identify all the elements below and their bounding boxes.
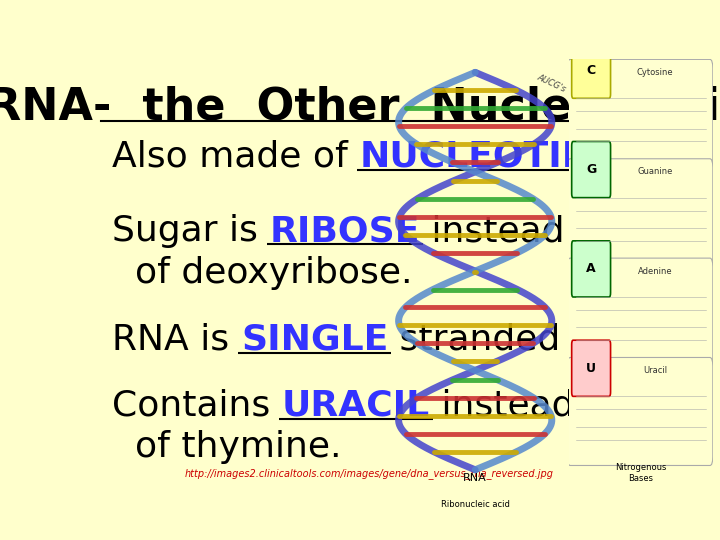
Text: Adenine: Adenine xyxy=(638,267,672,275)
FancyBboxPatch shape xyxy=(567,357,713,465)
Text: RNA is: RNA is xyxy=(112,322,241,356)
Text: Contains: Contains xyxy=(112,389,282,423)
Text: A: A xyxy=(586,262,596,275)
Text: Ribonucleic acid: Ribonucleic acid xyxy=(441,500,510,509)
Text: RIBOSE: RIBOSE xyxy=(270,214,420,248)
FancyBboxPatch shape xyxy=(567,159,713,267)
Text: RNA: RNA xyxy=(464,472,487,483)
Text: instead: instead xyxy=(430,389,575,423)
Text: U: U xyxy=(586,362,596,375)
FancyBboxPatch shape xyxy=(567,258,713,366)
FancyBboxPatch shape xyxy=(572,241,611,297)
Text: Nitrogenous
Bases: Nitrogenous Bases xyxy=(615,463,667,483)
Text: NUCLEOTIDES: NUCLEOTIDES xyxy=(359,139,643,173)
Text: Cytosine: Cytosine xyxy=(637,68,673,77)
Text: instead: instead xyxy=(420,214,564,248)
FancyBboxPatch shape xyxy=(567,59,713,167)
Text: of deoxyribose.: of deoxyribose. xyxy=(112,256,413,289)
Text: AUCG's: AUCG's xyxy=(536,72,567,93)
Text: Also made of: Also made of xyxy=(112,139,359,173)
Text: RNA-  the  Other  Nucleic  Acid: RNA- the Other Nucleic Acid xyxy=(0,85,720,129)
FancyBboxPatch shape xyxy=(572,42,611,98)
Text: http://images2.clinicaltools.com/images/gene/dna_versus_rna_reversed.jpg: http://images2.clinicaltools.com/images/… xyxy=(184,468,554,478)
Text: Guanine: Guanine xyxy=(637,167,673,176)
Text: G: G xyxy=(586,163,596,176)
Text: Sugar is: Sugar is xyxy=(112,214,270,248)
Text: URACIL: URACIL xyxy=(282,389,430,423)
Text: of thymine.: of thymine. xyxy=(112,430,342,464)
Text: C: C xyxy=(587,64,595,77)
Text: Uracil: Uracil xyxy=(643,366,667,375)
Text: stranded: stranded xyxy=(388,322,561,356)
FancyBboxPatch shape xyxy=(572,141,611,198)
Text: SINGLE: SINGLE xyxy=(241,322,388,356)
FancyBboxPatch shape xyxy=(572,340,611,396)
